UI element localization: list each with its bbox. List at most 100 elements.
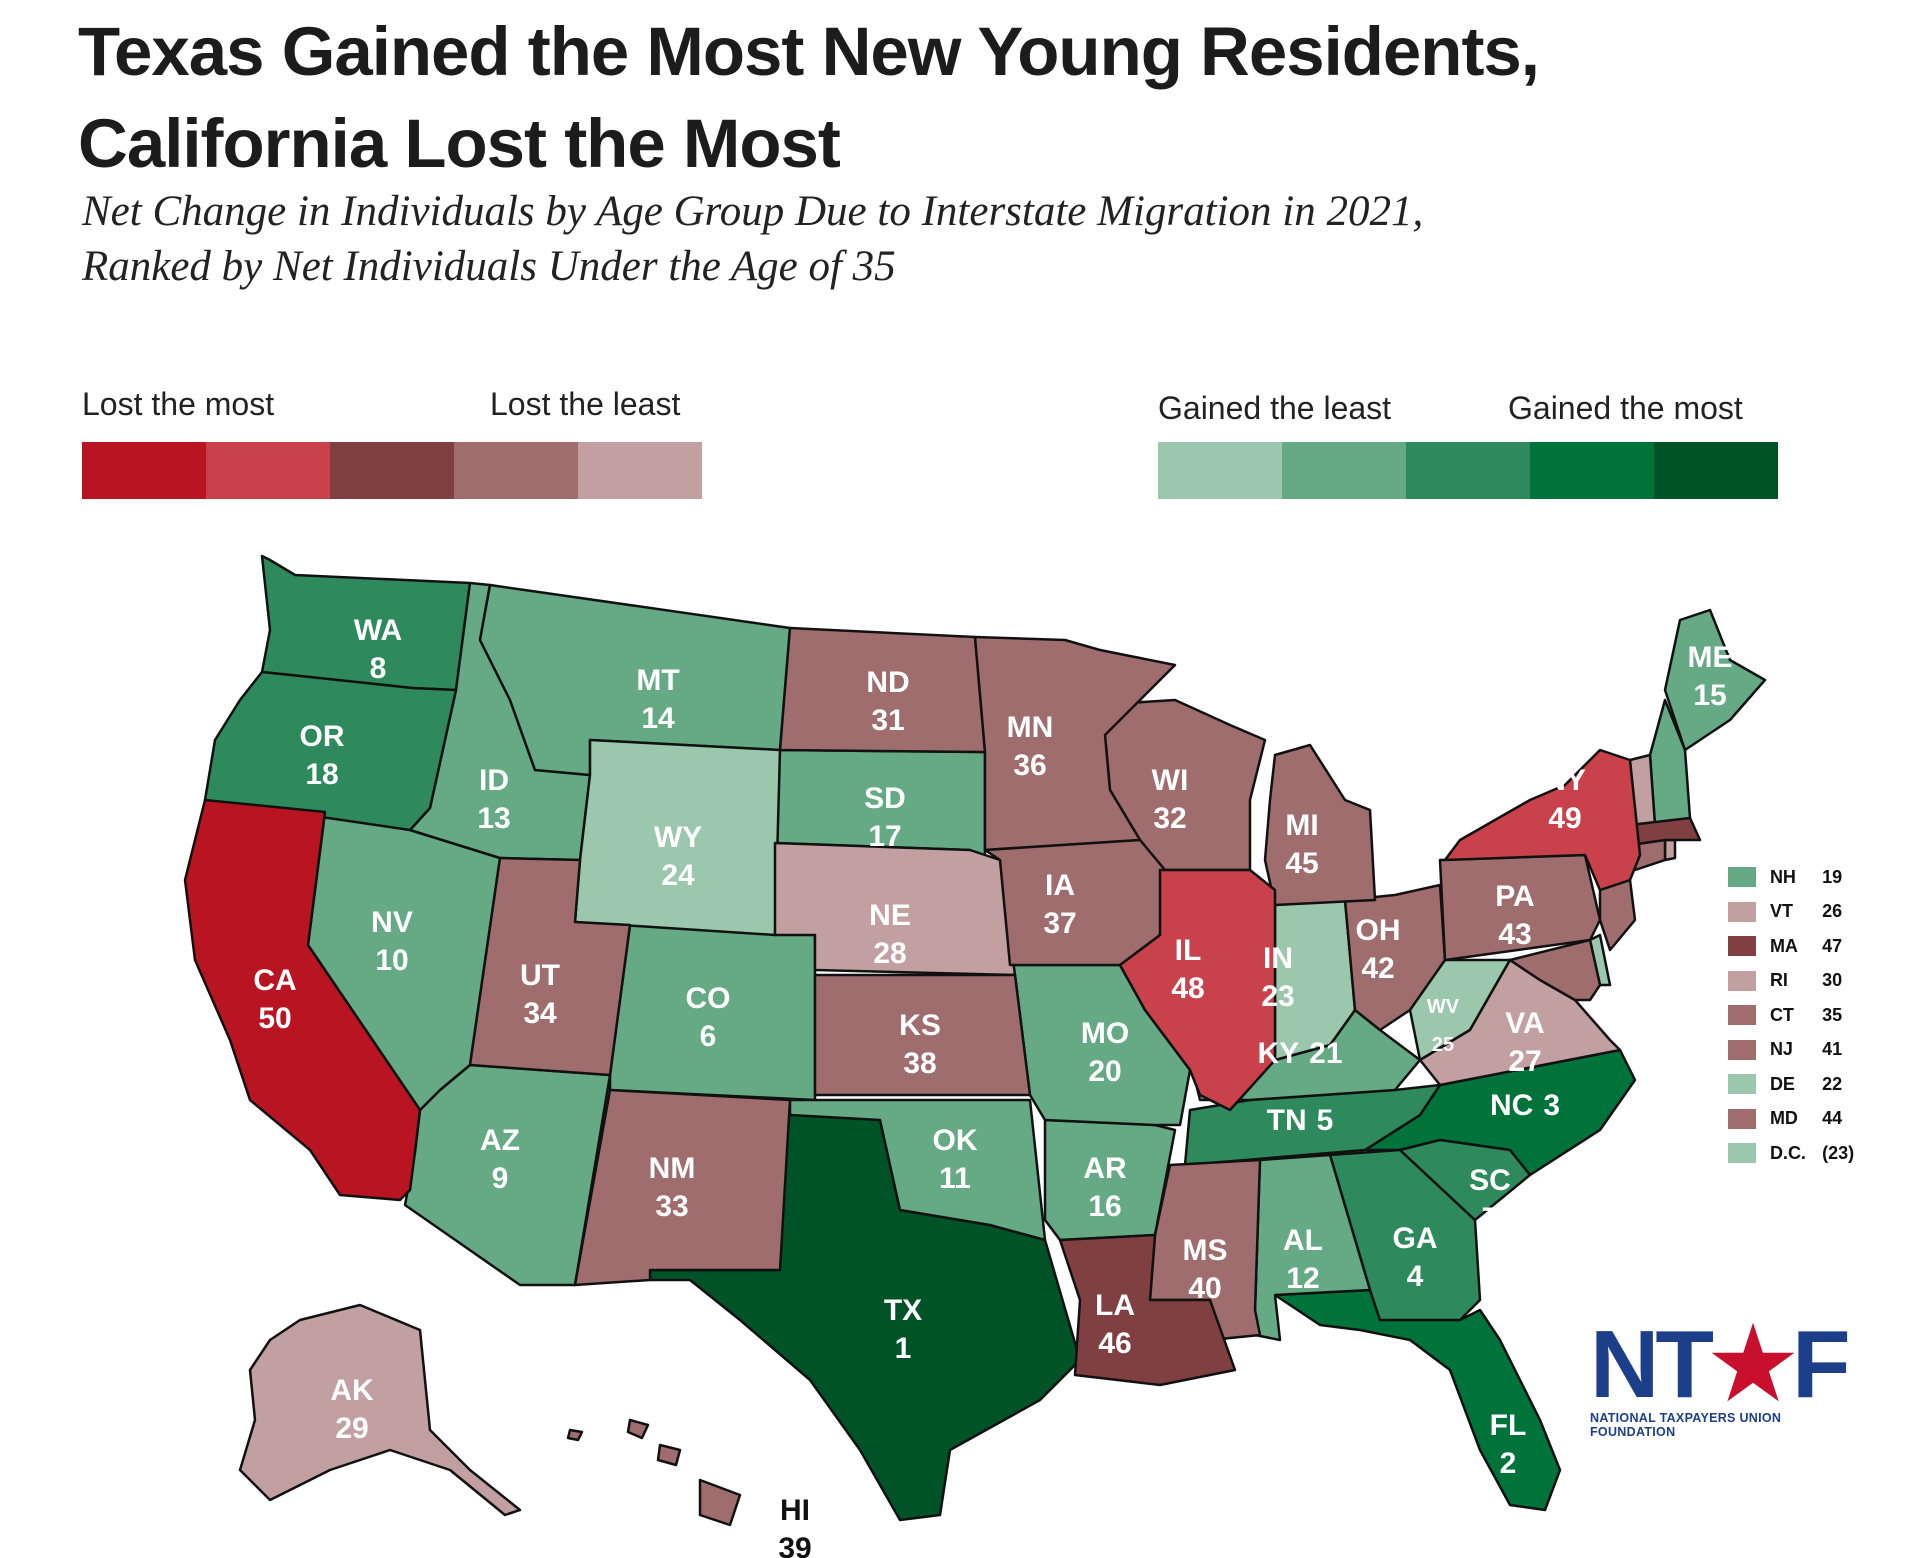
state-label-fl: FL 2: [1490, 1409, 1527, 1480]
state-abbr: HI: [780, 1494, 810, 1527]
gain-swatch-1: [1158, 442, 1282, 499]
state-label-mi: MI 45: [1285, 809, 1318, 880]
state-rank: 31: [871, 704, 904, 737]
state-rank: 42: [1361, 952, 1394, 985]
state-abbr: OH: [1356, 914, 1401, 947]
state-rank: 21: [1309, 1037, 1342, 1070]
state-ia: [983, 838, 1167, 967]
key-swatch: [1728, 1005, 1756, 1026]
legend-gained-least-label: Gained the least: [1158, 390, 1392, 426]
state-ks: [813, 973, 1032, 1097]
state-rank: 20: [1088, 1055, 1121, 1088]
state-or: [203, 670, 458, 832]
state-rank: 50: [258, 1002, 291, 1035]
state-label-ny: NY 49: [1544, 764, 1586, 835]
key-rank: 44: [1822, 1108, 1843, 1129]
state-rank: 34: [523, 997, 557, 1030]
state-abbr: KS: [899, 1009, 941, 1042]
state-abbr: MO: [1081, 1017, 1129, 1050]
key-rank: 35: [1822, 1004, 1843, 1025]
state-ca: [183, 798, 422, 1202]
loss-swatch-4: [454, 442, 578, 499]
state-abbr: TX: [884, 1294, 922, 1327]
key-abbr: VT: [1769, 901, 1793, 922]
small-states-key: NH 19 VT 26 MA 47 RI 30 CT 35 NJ 41 DE 22 MD 44 D.C. (23): [1728, 860, 1878, 1171]
state-ak: [238, 1303, 522, 1517]
state-abbr: MS: [1183, 1234, 1228, 1267]
state-label-az: AZ 9: [480, 1124, 520, 1195]
state-rank: 49: [1548, 802, 1581, 835]
state-rank: 45: [1285, 847, 1318, 880]
state-oh: [1343, 883, 1447, 1032]
state-mn: [973, 635, 1177, 852]
state-abbr: ME: [1688, 641, 1733, 674]
state-abbr: ID: [479, 764, 509, 797]
key-swatch: [1728, 1108, 1756, 1129]
state-label-ms: MS 40: [1183, 1234, 1228, 1305]
key-abbr: CT: [1769, 1004, 1794, 1025]
title-line-1: Texas Gained the Most New Young Resident…: [78, 13, 1540, 90]
state-abbr: AK: [330, 1374, 374, 1407]
state-rank: 13: [477, 802, 510, 835]
state-label-ok: OK 11: [933, 1124, 978, 1195]
state-label-tn: TN 5: [1267, 1104, 1334, 1137]
key-row-ct: CT 35: [1728, 998, 1878, 1033]
key-rank: 47: [1822, 935, 1843, 956]
state-label-mn: MN 36: [1007, 711, 1054, 782]
state-abbr: KY: [1257, 1037, 1299, 1070]
state-abbr: AL: [1283, 1224, 1323, 1257]
state-label-ga: GA 4: [1393, 1222, 1438, 1293]
state-label-id: ID 13: [477, 764, 510, 835]
state-abbr: NM: [649, 1152, 696, 1185]
key-swatch: [1728, 936, 1756, 957]
key-swatch: [1728, 970, 1756, 991]
state-abbr: LA: [1095, 1289, 1135, 1322]
state-abbr: AZ: [480, 1124, 520, 1157]
key-abbr: DE: [1769, 1073, 1795, 1094]
state-rank: 46: [1098, 1327, 1131, 1360]
state-label-ca: CA 50: [253, 964, 296, 1035]
key-row-vt: VT 26: [1728, 895, 1878, 930]
state-label-nc: NC 3: [1490, 1089, 1560, 1122]
state-label-me: ME 15: [1688, 641, 1733, 712]
state-ny: [1443, 748, 1642, 892]
state-rank: 12: [1286, 1262, 1319, 1295]
key-abbr: MD: [1769, 1108, 1798, 1129]
ntuf-logo: NT★F NATIONAL TAXPAYERS UNION FOUNDATION: [1590, 1317, 1870, 1440]
state-rank: 7: [1482, 1202, 1499, 1235]
chart-subtitle: Net Change in Individuals by Age Group D…: [82, 184, 1842, 294]
state-rank: 27: [1508, 1045, 1541, 1078]
state-label-la: LA 46: [1095, 1289, 1135, 1360]
key-row-de: DE 22: [1728, 1067, 1878, 1102]
state-rank: 9: [492, 1162, 509, 1195]
state-label-ut: UT 34: [520, 959, 560, 1030]
state-rank: 23: [1261, 980, 1294, 1013]
loss-swatch-2: [206, 442, 330, 499]
key-swatch: [1728, 1074, 1756, 1095]
state-abbr: UT: [520, 959, 560, 992]
state-abbr: SC: [1469, 1164, 1511, 1197]
state-abbr: NC: [1490, 1089, 1533, 1122]
gain-swatch-4: [1530, 442, 1654, 499]
state-abbr: WY: [654, 821, 702, 854]
star-icon: ★: [1709, 1311, 1796, 1418]
state-rank: 38: [903, 1047, 936, 1080]
key-abbr: D.C.: [1769, 1142, 1806, 1163]
state-rank: 6: [700, 1020, 717, 1053]
state-rank: 1: [895, 1332, 912, 1365]
state-abbr: IA: [1045, 869, 1075, 902]
state-sc: [1398, 1138, 1532, 1222]
state-ri: [1663, 838, 1677, 862]
state-abbr: AR: [1083, 1152, 1127, 1185]
state-mi: [1263, 743, 1377, 907]
state-label-wy: WY 24: [654, 821, 702, 892]
legend-lost-most-label: Lost the most: [82, 386, 275, 422]
state-rank: 14: [641, 702, 675, 735]
state-label-nd: ND 31: [866, 666, 909, 737]
state-label-mo: MO 20: [1081, 1017, 1129, 1088]
state-label-oh: OH 42: [1356, 914, 1401, 985]
state-me: [1663, 608, 1767, 752]
state-label-tx: TX 1: [884, 1294, 922, 1365]
state-rank: 36: [1013, 749, 1046, 782]
